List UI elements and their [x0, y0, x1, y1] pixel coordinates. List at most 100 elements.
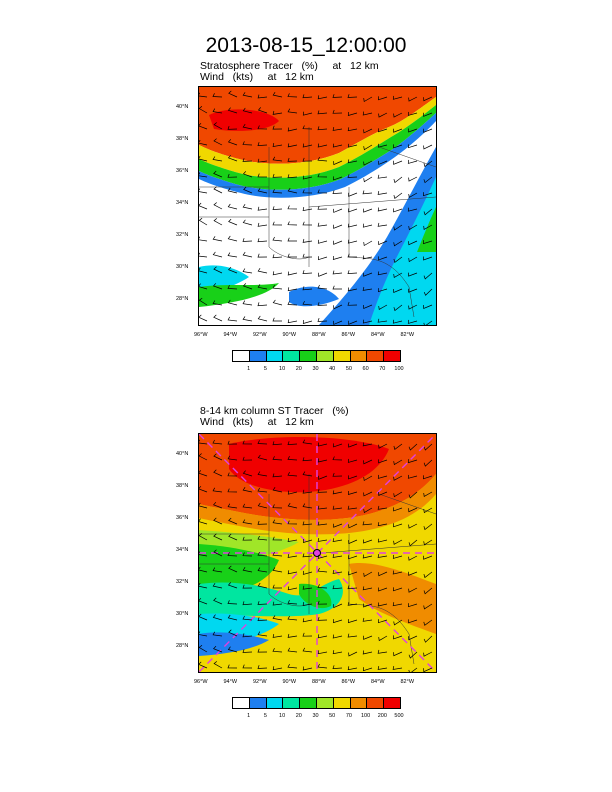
wind-barb [408, 651, 418, 659]
lat-tick-label: 32°N [176, 579, 189, 585]
wind-barb [362, 521, 373, 526]
wind-barb [213, 469, 223, 477]
wind-barb [302, 570, 313, 575]
panel1-colorbar [232, 350, 401, 362]
wind-barb [393, 160, 403, 165]
colorbar-label: 50 [345, 366, 352, 372]
wind-barb [302, 270, 313, 274]
wind-barb [332, 255, 343, 260]
wind-barb [287, 143, 298, 148]
wind-barb [347, 666, 358, 671]
wind-barb [347, 633, 358, 638]
wind-barb [302, 300, 313, 306]
colorbar-label: 60 [362, 366, 369, 372]
wind-barb [393, 587, 403, 592]
wind-barb [392, 666, 403, 670]
colorbar-label: 40 [329, 366, 336, 372]
wind-barb [199, 202, 208, 210]
lon-tick-label: 96°W [194, 679, 208, 685]
wind-barb [257, 487, 268, 493]
wind-barb [242, 552, 253, 557]
wind-barb [257, 665, 268, 669]
wind-barb [393, 635, 403, 640]
wind-barb [302, 319, 313, 324]
wind-barb [287, 253, 297, 258]
wind-barb [393, 523, 403, 528]
colorbar-swatch [316, 698, 334, 708]
lon-tick-label: 92°W [253, 332, 267, 338]
wind-barb [242, 601, 253, 606]
wind-barb [332, 127, 343, 131]
wind-barb [377, 474, 388, 479]
wind-barb [317, 600, 328, 605]
wind-barb [317, 126, 328, 131]
wind-barb [272, 519, 283, 525]
wind-barb [199, 155, 208, 162]
wind-barb [363, 160, 373, 166]
wind-barb [377, 522, 388, 527]
wind-barb [242, 470, 253, 477]
wind-barb [393, 256, 403, 263]
wind-barb [242, 316, 253, 322]
wind-barb [272, 173, 283, 178]
wind-barb [227, 299, 238, 306]
wind-barb [257, 222, 268, 227]
wind-barb [272, 92, 283, 98]
wind-barb [227, 235, 238, 242]
wind-barb [212, 108, 223, 114]
colorbar-label: 1 [247, 366, 251, 372]
wind-barb [272, 206, 283, 210]
wind-barb [227, 187, 238, 194]
colorbar-swatch [266, 351, 284, 361]
wind-barb [363, 667, 373, 672]
lon-tick-label: 84°W [371, 332, 385, 338]
wind-barb [423, 320, 433, 325]
wind-barb [242, 92, 253, 98]
wind-barb [242, 567, 253, 573]
wind-barb [317, 222, 328, 227]
wind-barb [408, 176, 418, 182]
wind-barb [393, 459, 403, 466]
wind-barb [392, 319, 403, 324]
wind-barb [377, 143, 388, 148]
wind-barb [287, 319, 298, 324]
wind-barb [227, 266, 238, 274]
wind-barb [407, 159, 418, 164]
lon-tick-label: 86°W [341, 679, 356, 685]
wind-barb [423, 240, 433, 245]
wind-barb [423, 603, 433, 610]
colorbar-label: 1 [247, 713, 251, 719]
wind-barb [317, 538, 328, 542]
wind-barb [393, 304, 403, 312]
wind-barb [348, 320, 358, 325]
wind-barb [333, 304, 343, 310]
wind-barb [348, 571, 358, 576]
wind-barb [302, 553, 313, 558]
lon-tick-label: 96°W [194, 332, 208, 338]
wind-barb [212, 439, 223, 445]
wind-barb [362, 650, 373, 655]
colorbar-swatch [266, 698, 284, 708]
wind-barb [228, 629, 238, 637]
wind-barb [272, 110, 283, 115]
wind-barb [272, 666, 283, 671]
wind-barb [347, 301, 358, 306]
wind-barb [317, 442, 328, 447]
lon-tick-label: 88°W [312, 679, 326, 685]
wind-barb [393, 176, 403, 184]
colorbar-swatch [316, 351, 334, 361]
wind-barb [423, 144, 433, 150]
wind-barb [393, 288, 403, 294]
lat-tick-label: 34°N [176, 200, 189, 206]
wind-barb [378, 112, 388, 118]
wind-barb [317, 567, 328, 573]
wind-barb [213, 314, 223, 322]
wind-barb [257, 582, 268, 589]
wind-barb [242, 123, 253, 130]
wind-barb [362, 442, 373, 447]
wind-barb [272, 504, 283, 509]
wind-barb [348, 475, 358, 480]
wind-barb [423, 208, 433, 216]
wind-barb [272, 254, 283, 259]
wind-barb [407, 207, 418, 212]
